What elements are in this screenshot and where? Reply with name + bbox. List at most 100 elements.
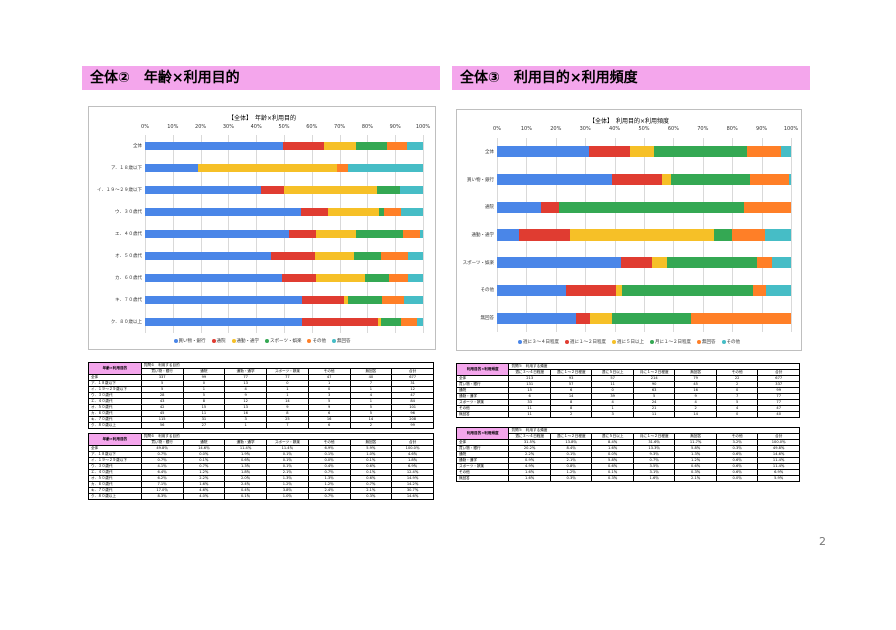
- legend-marker: [697, 340, 701, 344]
- legend-item: 週に１〜２日程度: [565, 339, 606, 345]
- legend-label: 無回答: [702, 340, 716, 345]
- x-tick-label: 10%: [520, 126, 532, 132]
- x-tick-label: 20%: [195, 124, 207, 130]
- category-label: キ．７０歳代: [115, 298, 142, 303]
- x-tick-label: 10%: [167, 124, 179, 130]
- legend-marker: [612, 340, 616, 344]
- category-label: エ．４０歳代: [115, 232, 142, 237]
- stacked-bar: [145, 230, 423, 238]
- category-label: 通院: [485, 205, 494, 211]
- category-label: 通勤・通学: [471, 233, 495, 238]
- purpose-frequency-count-table: 利用目的×利用頻度 質問５ 利用する頻度 週に３〜４日程度 週に１〜２日程度 週に５日以…: [455, 363, 800, 418]
- bar-segment: [713, 229, 733, 241]
- legend-marker: [650, 340, 654, 344]
- bar-segment: [378, 208, 385, 216]
- x-tick-label: 40%: [250, 124, 262, 130]
- stacked-bar: [145, 186, 423, 194]
- bar-segment: [749, 174, 790, 186]
- bar-segment: [198, 164, 338, 172]
- bar-segment: [570, 229, 714, 241]
- stacked-bar: [497, 257, 791, 269]
- bar-segment: [145, 252, 271, 260]
- table-cell: 11: [508, 411, 551, 418]
- x-tick-label: 100%: [783, 126, 799, 132]
- category-label: 買い物・銀行: [467, 177, 494, 183]
- x-tick-label: 80%: [361, 124, 373, 130]
- bar-segment: [690, 312, 791, 324]
- table-cell: 11: [632, 411, 676, 418]
- age-purpose-count-table: 年齢×利用目的 質問６ 利用する目的 買い物・銀行 通院 通勤・通学 スポーツ・娯楽 その他…: [88, 362, 435, 429]
- category-label: ウ．３０歳代: [115, 210, 142, 215]
- legend-marker: [721, 340, 726, 344]
- table-cell: 40: [757, 411, 800, 418]
- bar-segment: [387, 142, 407, 150]
- bar-segment: [348, 164, 423, 172]
- bar-segment: [328, 208, 379, 216]
- bar-segment: [765, 284, 791, 296]
- legend-item: 通勤・通学: [231, 338, 259, 344]
- x-tick-label: 80%: [726, 126, 738, 132]
- legend-marker: [231, 339, 236, 343]
- table-cell: 2.1％: [674, 475, 717, 482]
- bar-segment: [497, 229, 520, 241]
- x-tick-label: 20%: [550, 126, 562, 132]
- category-label: ク．８０歳以上: [110, 320, 142, 325]
- category-label: イ．１９〜２９歳以下: [97, 188, 142, 193]
- category-label: その他: [480, 288, 495, 294]
- bar-segment: [283, 186, 377, 194]
- row-header: ク．８０歳以上: [88, 422, 142, 429]
- table-row: ク．８０歳以上 56 27 1 7 6 2 99: [88, 422, 434, 429]
- table-cell: 3: [591, 411, 634, 418]
- bar-segment: [497, 201, 542, 213]
- bar-segment: [315, 252, 355, 260]
- gridline: [791, 138, 792, 332]
- table-cell: 8.3％: [140, 493, 184, 500]
- bar-segment: [400, 208, 423, 216]
- table-cell: 14.6％: [391, 493, 434, 500]
- bar-segment: [289, 230, 316, 238]
- bar-segment: [145, 230, 290, 238]
- bar-segment: [384, 208, 401, 216]
- bar-segment: [316, 274, 365, 282]
- table-cell: 1.6％: [632, 475, 676, 482]
- bar-segment: [565, 284, 616, 296]
- bar-segment: [354, 252, 382, 260]
- bar-segment: [789, 174, 791, 186]
- bar-segment: [611, 174, 662, 186]
- x-tick-label: 40%: [609, 126, 621, 132]
- chart-legend: 週に３〜４日程度 週に１〜２日程度 週に５日以上 月に１〜２日程度 無回答 その他: [457, 339, 801, 345]
- x-tick-label: 70%: [334, 124, 346, 130]
- stacked-bar: [497, 201, 791, 213]
- bar-segment: [407, 274, 423, 282]
- legend-label: その他: [726, 340, 741, 345]
- category-label: オ．５０歳代: [115, 254, 142, 259]
- table-cell: 2: [349, 422, 393, 429]
- table-row: 無回答 1.6％ 0.3％ 0.3％ 1.6％ 2.1％ 0.0％ 5.9％: [455, 475, 800, 482]
- legend-label: 無回答: [336, 339, 351, 344]
- bar-segment: [541, 201, 559, 213]
- bar-segment: [747, 146, 782, 158]
- legend-item: 週に３〜４日程度: [518, 339, 559, 345]
- bar-segment: [324, 142, 356, 150]
- table-corner-cell: 利用目的×利用頻度: [455, 363, 510, 376]
- bar-segment: [772, 257, 791, 269]
- bar-segment: [654, 146, 748, 158]
- table-cell: 1: [224, 422, 267, 429]
- right-section-title: 全体③ 利用目的×利用頻度: [452, 66, 810, 90]
- category-label: カ．６０歳代: [115, 276, 142, 281]
- stacked-bar: [145, 296, 423, 304]
- legend-label: 週に５日以上: [617, 340, 644, 345]
- stacked-bar: [497, 229, 791, 241]
- x-tick-label: 30%: [222, 124, 234, 130]
- bar-segment: [406, 142, 423, 150]
- legend-marker: [211, 339, 216, 343]
- table-cell: 0.3％: [591, 475, 634, 482]
- x-tick-label: 60%: [667, 126, 679, 132]
- purpose-frequency-chart: 【全体】 利用目的×利用頻度 0% 10% 20% 30% 40% 50% 60% 70% 80%…: [456, 109, 802, 351]
- bar-segment: [355, 142, 388, 150]
- x-tick-label: 50%: [278, 124, 290, 130]
- bar-segment: [399, 186, 423, 194]
- table-cell: 7: [266, 422, 309, 429]
- bar-segment: [419, 230, 423, 238]
- table-corner-cell: 年齢×利用目的: [88, 362, 142, 375]
